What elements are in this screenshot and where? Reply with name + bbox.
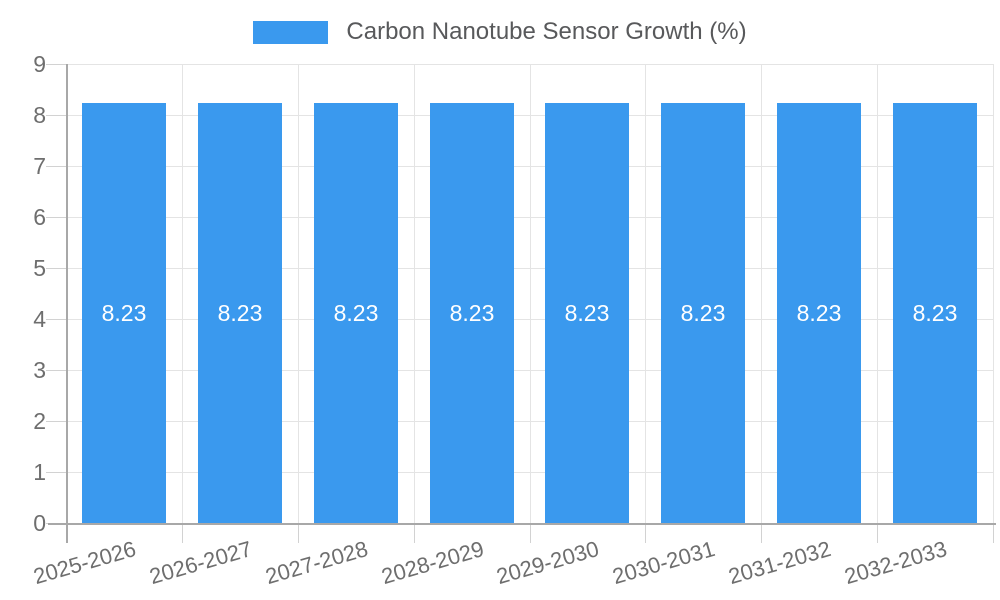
gridline-vertical: [993, 64, 994, 523]
gridline-vertical: [761, 64, 762, 523]
gridline-horizontal: [66, 268, 993, 269]
gridline-horizontal: [66, 319, 993, 320]
y-axis-tick-label: 3: [33, 357, 46, 383]
y-axis-tick-label: 2: [33, 408, 46, 434]
y-axis-tick: [46, 319, 66, 320]
bar[interactable]: [545, 103, 629, 523]
y-axis-tick: [46, 115, 66, 116]
gridline-horizontal: [66, 370, 993, 371]
bar-value-label: 8.23: [680, 300, 726, 326]
y-axis-tick-label: 8: [33, 102, 46, 128]
gridline-horizontal: [66, 421, 993, 422]
x-axis-tick: [182, 523, 183, 543]
bar[interactable]: [314, 103, 398, 523]
y-axis-tick: [46, 64, 66, 65]
y-axis-tick-label: 0: [33, 510, 46, 536]
bar-value-label: 8.23: [101, 300, 147, 326]
y-axis-tick-label: 1: [33, 459, 46, 485]
y-axis-tick-label: 9: [33, 51, 46, 77]
gridline-vertical: [645, 64, 646, 523]
legend[interactable]: Carbon Nanotube Sensor Growth (%): [0, 18, 1000, 46]
y-axis-tick: [46, 268, 66, 269]
bar-value-label: 8.23: [449, 300, 495, 326]
gridline-horizontal: [66, 472, 993, 473]
legend-label: Carbon Nanotube Sensor Growth (%): [346, 18, 747, 45]
bar-value-label: 8.23: [217, 300, 263, 326]
gridline-horizontal: [66, 115, 993, 116]
x-axis-tick: [877, 523, 878, 543]
bar-value-label: 8.23: [796, 300, 842, 326]
y-axis-tick-label: 7: [33, 153, 46, 179]
x-axis-tick: [530, 523, 531, 543]
y-axis-line: [66, 64, 68, 543]
y-axis-tick-label: 4: [33, 306, 46, 332]
x-axis-tick: [761, 523, 762, 543]
y-axis-tick-label: 6: [33, 204, 46, 230]
bar-value-label: 8.23: [564, 300, 610, 326]
y-axis-tick: [46, 421, 66, 422]
x-axis-tick: [993, 523, 994, 543]
bar[interactable]: [777, 103, 861, 523]
gridline-horizontal: [66, 217, 993, 218]
legend-swatch: [253, 20, 329, 44]
gridline-vertical: [414, 64, 415, 523]
bar[interactable]: [430, 103, 514, 523]
bar[interactable]: [82, 103, 166, 523]
x-axis-tick: [298, 523, 299, 543]
bar[interactable]: [893, 103, 977, 523]
gridline-vertical: [530, 64, 531, 523]
gridline-vertical: [298, 64, 299, 523]
bar[interactable]: [198, 103, 282, 523]
x-axis-line: [48, 523, 996, 525]
gridline-vertical: [182, 64, 183, 523]
bar-value-label: 8.23: [912, 300, 958, 326]
x-axis-tick: [645, 523, 646, 543]
y-axis-tick: [46, 472, 66, 473]
x-axis-tick: [414, 523, 415, 543]
bar-value-label: 8.23: [333, 300, 379, 326]
bar[interactable]: [661, 103, 745, 523]
y-axis-tick: [46, 370, 66, 371]
gridline-horizontal: [66, 166, 993, 167]
y-axis-tick: [46, 217, 66, 218]
gridline-horizontal: [66, 64, 993, 65]
y-axis-tick: [46, 166, 66, 167]
gridline-vertical: [877, 64, 878, 523]
y-axis-tick-label: 5: [33, 255, 46, 281]
